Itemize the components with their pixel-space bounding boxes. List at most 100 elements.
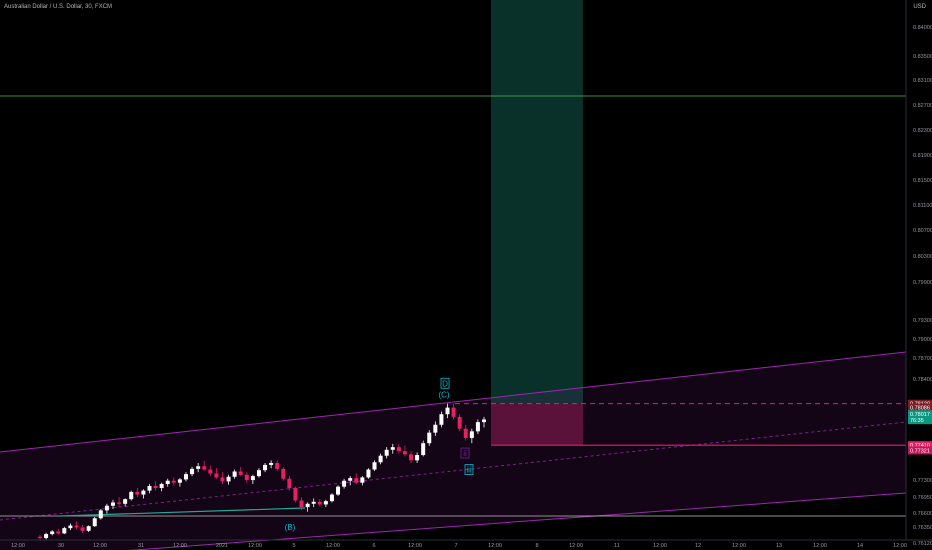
candle-body <box>305 503 310 508</box>
y-tick-label: 0.79900 <box>913 280 932 286</box>
candle-body <box>451 407 456 417</box>
x-tick-label: 2021 <box>216 543 228 549</box>
wave-label: D <box>442 379 448 388</box>
x-tick-label: 12:00 <box>93 543 107 549</box>
x-tick-label: 12:00 <box>893 543 907 549</box>
candle-body <box>409 454 414 461</box>
candle-body <box>129 491 134 500</box>
channel-mid-line <box>0 421 907 521</box>
y-tick-label: 0.82700 <box>913 103 932 109</box>
wave-label-box <box>440 377 450 389</box>
price-tag <box>908 446 932 455</box>
x-tick-label: 12:00 <box>248 543 262 549</box>
candle-body <box>256 470 261 477</box>
candle-body <box>378 455 383 463</box>
wave-label: (C) <box>438 390 449 399</box>
x-tick-label: 12:00 <box>569 543 583 549</box>
candle-body <box>74 525 79 528</box>
candle-body <box>92 518 97 527</box>
take-profit-zone <box>491 0 583 404</box>
candle-body <box>159 484 164 488</box>
x-tick-label: 12:00 <box>326 543 340 549</box>
price-tag-label: 0.77321 <box>910 448 930 454</box>
x-tick-label: 11 <box>614 543 620 549</box>
candle-body <box>183 474 188 480</box>
wave-label-box <box>460 447 470 459</box>
candle-body <box>475 422 480 432</box>
x-tick-label: 12:00 <box>488 543 502 549</box>
candle-body <box>141 490 146 495</box>
candle-body <box>44 534 49 539</box>
x-tick-label: 6 <box>372 543 375 549</box>
candle-body <box>469 431 474 438</box>
price-tag <box>908 441 932 450</box>
candle-body <box>50 531 55 535</box>
candle-body <box>165 480 170 485</box>
candle-body <box>299 500 304 508</box>
candle-body <box>287 478 292 488</box>
candle-body <box>457 416 462 429</box>
y-tick-label: 0.81900 <box>913 153 932 159</box>
y-tick-label: 0.76120 <box>913 541 932 547</box>
channel-upper-line <box>0 351 907 453</box>
y-tick-label: 0.76600 <box>913 511 932 517</box>
stop-loss-zone <box>491 403 583 446</box>
x-tick-label: 12:00 <box>732 543 746 549</box>
wave-label: (B) <box>285 523 296 532</box>
x-tick-label: 14 <box>857 543 863 549</box>
x-tick-label: 12:00 <box>11 543 25 549</box>
y-tick-label: 0.77300 <box>913 478 932 484</box>
candle-body <box>80 527 85 531</box>
candle-body <box>445 407 450 415</box>
candle-body <box>56 531 61 534</box>
candle-body <box>384 449 389 456</box>
candle-body <box>366 469 371 478</box>
candle-body <box>250 476 255 481</box>
candle-body <box>263 464 268 471</box>
currency-label: USD <box>913 4 926 10</box>
candle-body <box>171 480 176 483</box>
y-tick-label: 0.81100 <box>913 203 932 209</box>
candle-body <box>196 466 201 469</box>
price-tag <box>908 416 932 425</box>
y-tick-label: 0.82300 <box>913 128 932 134</box>
candle-body <box>329 494 334 502</box>
candle-body <box>415 455 420 461</box>
candle-body <box>177 479 182 483</box>
price-tag-label: 0.77410 <box>910 443 930 449</box>
candle-body <box>153 486 158 488</box>
candle-body <box>336 486 341 495</box>
y-tick-label: 0.79000 <box>913 337 932 343</box>
candle-body <box>482 419 486 423</box>
y-tick-label: 0.76350 <box>913 525 932 531</box>
candle-body <box>348 478 353 481</box>
x-tick-label: 13 <box>776 543 782 549</box>
candle-body <box>208 469 213 474</box>
candle-body <box>147 486 152 491</box>
y-tick-label: 0.83100 <box>913 78 932 84</box>
candle-body <box>372 462 377 470</box>
y-tick-label: 0.80700 <box>913 228 932 234</box>
candle-body <box>293 487 298 501</box>
candle-body <box>402 451 407 455</box>
x-tick-label: 12:00 <box>653 543 667 549</box>
candle-body <box>317 501 322 505</box>
x-tick-label: 12 <box>695 543 701 549</box>
price-tag-label: 76:35 <box>910 418 924 424</box>
candle-body <box>360 477 365 483</box>
price-tag <box>908 403 932 412</box>
x-tick-label: 12:00 <box>408 543 422 549</box>
candle-body <box>98 510 103 519</box>
candle-body <box>390 447 395 450</box>
y-tick-label: 0.81500 <box>913 178 932 184</box>
candle-body <box>238 471 243 475</box>
x-tick-label: 30 <box>58 543 64 549</box>
candle-body <box>311 501 316 504</box>
wave-label: iii <box>466 466 472 475</box>
wave-label: ii <box>463 449 467 458</box>
candle-body <box>86 526 91 531</box>
y-tick-label: 0.79300 <box>913 318 932 324</box>
y-tick-label: 0.80300 <box>913 254 932 260</box>
candle-body <box>190 468 195 475</box>
